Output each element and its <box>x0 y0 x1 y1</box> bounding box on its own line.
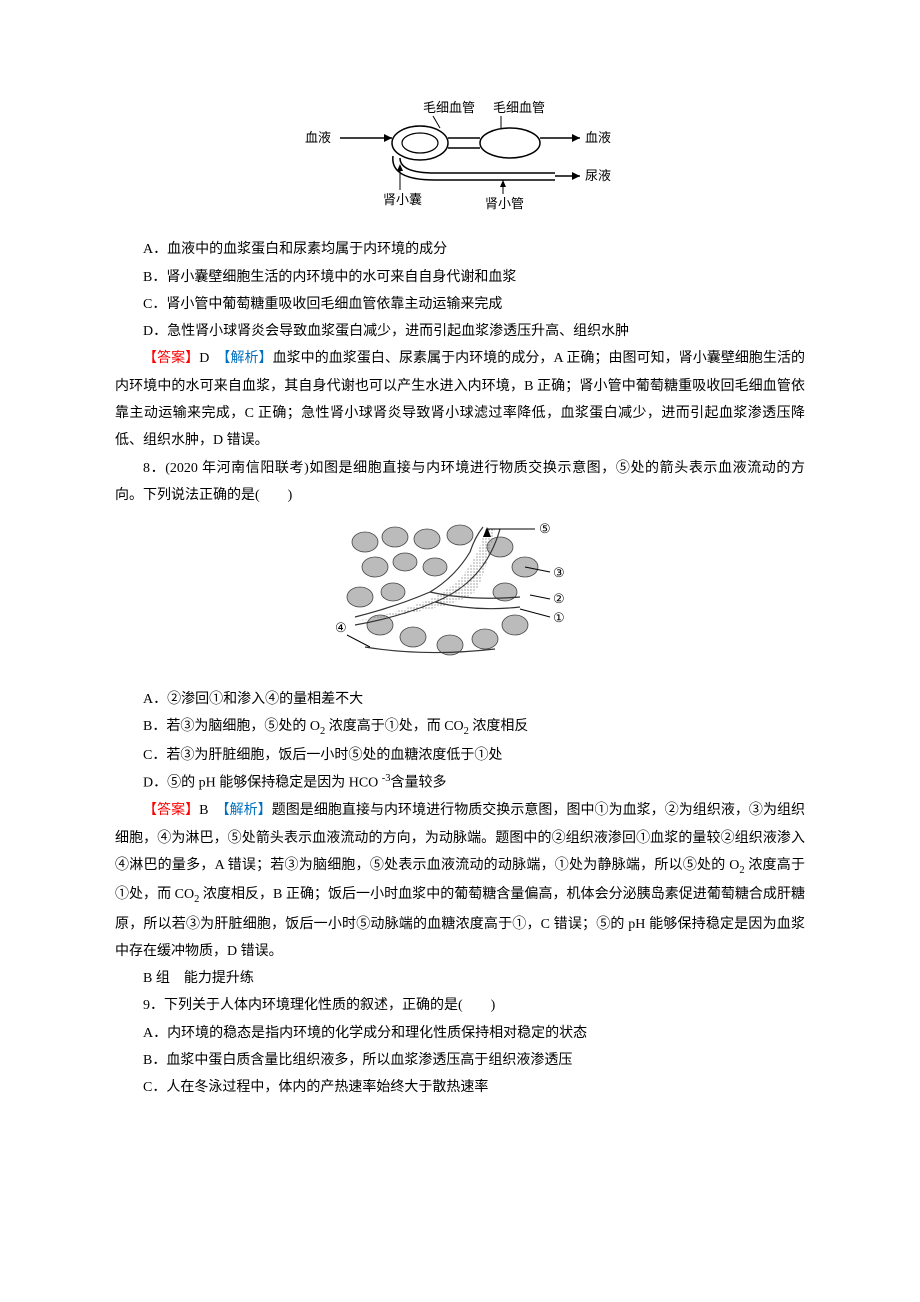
fig2-label-4: ④ <box>335 620 347 635</box>
q7-option-c: C．肾小管中葡萄糖重吸收回毛细血管依靠主动运输来完成 <box>115 291 805 318</box>
label-blood-in: 血液 <box>305 130 331 145</box>
q8-option-c: C．若③为肝脏细胞，饭后一小时⑤处的血糖浓度低于①处 <box>115 742 805 769</box>
fig2-label-5: ⑤ <box>539 521 551 536</box>
label-capsule: 肾小囊 <box>383 192 422 207</box>
q9-options: A．内环境的稳态是指内环境的化学成分和理化性质保持相对稳定的状态 B．血浆中蛋白… <box>115 1020 805 1102</box>
label-tubule: 肾小管 <box>485 196 524 211</box>
q9-option-c: C．人在冬泳过程中，体内的产热速率始终大于散热速率 <box>115 1074 805 1101</box>
q8-answer-block: 【答案】B 【解析】题图是细胞直接与内环境进行物质交换示意图，图中①为血浆，②为… <box>115 797 805 965</box>
q7-answer-block: 【答案】D 【解析】血浆中的血浆蛋白、尿素属于内环境的成分，A 正确；由图可知，… <box>115 345 805 454</box>
fig2-label-3: ③ <box>553 565 565 580</box>
q9-stem: 9．下列关于人体内环境理化性质的叙述，正确的是( ) <box>115 992 805 1019</box>
q9-option-b: B．血浆中蛋白质含量比组织液多，所以血浆渗透压高于组织液渗透压 <box>115 1047 805 1074</box>
q8-option-d: D．⑤的 pH 能够保持稳定是因为 HCO -3含量较多 <box>115 769 805 797</box>
q7-option-d: D．急性肾小球肾炎会导致血浆蛋白减少，进而引起血浆渗透压升高、组织水肿 <box>115 318 805 345</box>
q8-answer-label: 【答案】 <box>143 803 199 818</box>
fig2-label-1: ① <box>553 610 565 625</box>
fig2-label-2: ② <box>553 591 565 606</box>
q8-analysis-1: 题图是细胞直接与内环境进行物质交换示意图，图中①为血浆，②为组织液，③为组织细胞… <box>115 803 805 873</box>
q8-analysis-3: 浓度相反，B 正确；饭后一小时血浆中的葡萄糖含量偏高，机体会分泌胰岛素促进葡萄糖… <box>115 887 805 959</box>
q7-answer-label: 【答案】 <box>143 351 199 366</box>
label-capillary-right: 毛细血管 <box>493 100 545 115</box>
q7-answer: D <box>199 351 209 366</box>
label-capillary-left: 毛细血管 <box>423 100 475 115</box>
q8-answer: B <box>199 803 208 818</box>
figure-kidney-diagram: 毛细血管 毛细血管 血液 血液 尿液 <box>115 98 805 228</box>
q7-analysis-label: 【解析】 <box>223 351 272 366</box>
q8-option-b: B．若③为脑细胞，⑤处的 O2 浓度高于①处，而 CO2 浓度相反 <box>115 713 805 742</box>
section-b-label: B 组 能力提升练 <box>115 965 805 992</box>
figure-cell-exchange: ⑤ ③ ② ① ④ <box>115 517 805 677</box>
q7-option-b: B．肾小囊壁细胞生活的内环境中的水可来自自身代谢和血浆 <box>115 264 805 291</box>
q8-option-a: A．②渗回①和渗入④的量相差不大 <box>115 686 805 713</box>
q9-option-a: A．内环境的稳态是指内环境的化学成分和理化性质保持相对稳定的状态 <box>115 1020 805 1047</box>
q8-options: A．②渗回①和渗入④的量相差不大 B．若③为脑细胞，⑤处的 O2 浓度高于①处，… <box>115 686 805 798</box>
q8-stem: 8．(2020 年河南信阳联考)如图是细胞直接与内环境进行物质交换示意图，⑤处的… <box>115 455 805 510</box>
q8-analysis-label: 【解析】 <box>223 803 272 818</box>
label-blood-out: 血液 <box>585 130 611 145</box>
q7-option-a: A．血液中的血浆蛋白和尿素均属于内环境的成分 <box>115 236 805 263</box>
label-urine: 尿液 <box>585 168 611 183</box>
q7-options: A．血液中的血浆蛋白和尿素均属于内环境的成分 B．肾小囊壁细胞生活的内环境中的水… <box>115 236 805 345</box>
q7-analysis: 血浆中的血浆蛋白、尿素属于内环境的成分，A 正确；由图可知，肾小囊壁细胞生活的内… <box>115 351 805 448</box>
